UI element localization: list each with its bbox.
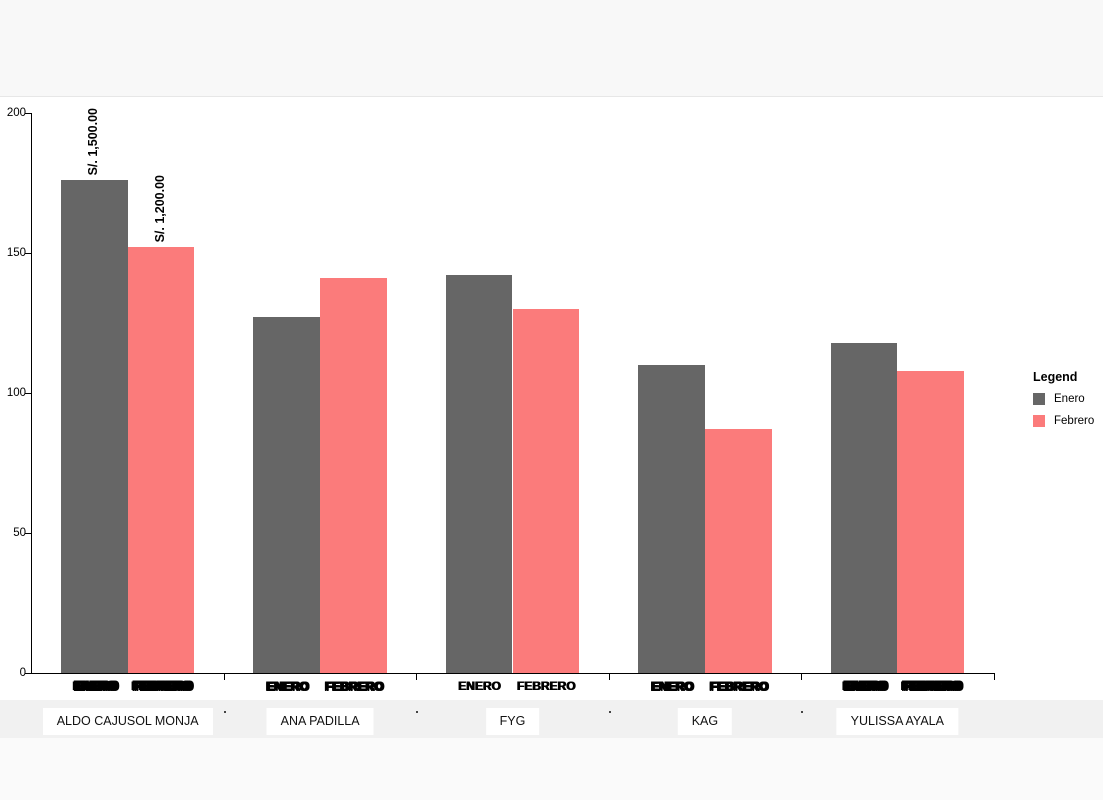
legend-item-febrero[interactable]: Febrero <box>1033 415 1103 427</box>
bar-value-annotation: S/. 1,500.00 <box>86 107 101 176</box>
x-axis-group-tick <box>993 673 995 680</box>
x-axis-group-tick <box>223 673 225 680</box>
page-top-band <box>0 0 1103 97</box>
x-tick-label-febrero-0: FEBRERO <box>131 679 191 693</box>
bar-value-annotation: S/. 1,200.00 <box>153 174 168 243</box>
y-axis-tick <box>25 393 31 394</box>
y-axis-line <box>31 113 32 673</box>
category-label-2: FYG <box>485 708 540 735</box>
category-label-1: ANA PADILLA <box>266 708 374 735</box>
x-axis-group-tick <box>608 673 610 680</box>
label-band-tick <box>223 711 226 713</box>
legend-label-enero: Enero <box>1054 393 1085 405</box>
legend-label-febrero: Febrero <box>1054 415 1095 427</box>
page-bottom-band <box>0 738 1103 800</box>
label-band-tick <box>608 711 611 713</box>
legend-swatch-enero <box>1033 393 1045 405</box>
bar-enero-3[interactable] <box>638 365 705 673</box>
x-axis-line <box>31 673 994 674</box>
x-tick-label-enero-4: ENERO <box>842 679 886 693</box>
x-tick-label-febrero-2: FEBRERO <box>516 679 576 693</box>
x-axis-group-tick <box>801 673 803 680</box>
category-label-4: YULISSA AYALA <box>836 708 958 735</box>
category-label-3: KAG <box>677 708 733 735</box>
bar-febrero-4[interactable] <box>897 370 964 673</box>
y-axis-tick <box>25 533 31 534</box>
label-band-tick <box>801 711 804 713</box>
x-tick-label-febrero-4: FEBRERO <box>901 679 960 693</box>
y-axis-tick-label: 50 <box>13 527 26 539</box>
legend: Legend Enero Febrero <box>1033 370 1103 437</box>
label-band-tick <box>416 711 419 713</box>
legend-swatch-febrero <box>1033 415 1045 427</box>
y-axis-tick <box>25 253 31 254</box>
bar-enero-0[interactable] <box>61 180 128 673</box>
bar-enero-4[interactable] <box>830 342 898 673</box>
y-axis-tick-label: 200 <box>6 107 26 119</box>
bar-febrero-0[interactable] <box>127 247 195 673</box>
x-tick-label-enero-0: ENERO <box>73 679 116 693</box>
y-axis-tick <box>25 113 31 114</box>
bar-enero-1[interactable] <box>253 317 321 673</box>
y-axis-tick-label: 150 <box>6 247 26 259</box>
legend-title: Legend <box>1033 370 1078 384</box>
y-axis-tick-label: 0 <box>19 667 26 679</box>
legend-item-enero[interactable]: Enero <box>1033 393 1103 405</box>
bar-febrero-2[interactable] <box>512 309 580 673</box>
bar-enero-2[interactable] <box>445 275 513 673</box>
category-label-0: ALDO CAJUSOL MONJA <box>42 708 213 735</box>
y-axis-tick-label: 100 <box>6 387 26 399</box>
x-axis-group-tick <box>416 673 418 680</box>
x-tick-label-enero-1: ENERO <box>265 679 309 693</box>
x-tick-label-enero-2: ENERO <box>457 679 501 693</box>
bar-febrero-3[interactable] <box>704 429 772 673</box>
bar-febrero-1[interactable] <box>320 278 387 673</box>
x-tick-label-enero-3: ENERO <box>650 679 693 693</box>
x-tick-label-febrero-1: FEBRERO <box>324 679 383 693</box>
x-tick-label-febrero-3: FEBRERO <box>708 679 768 693</box>
y-axis-tick <box>25 673 31 674</box>
